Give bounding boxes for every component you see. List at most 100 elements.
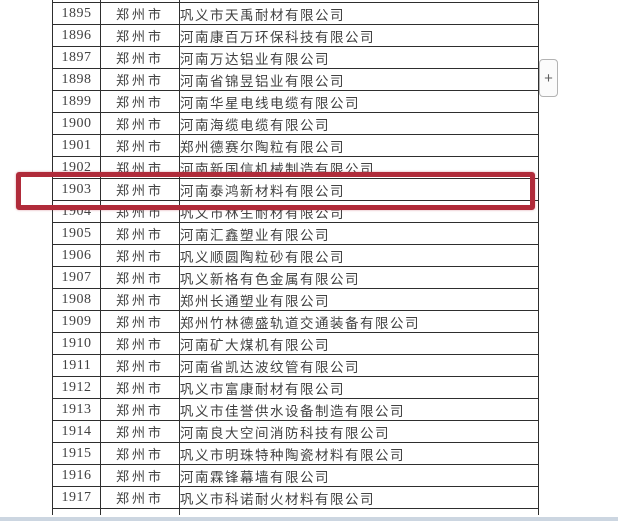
cell-company: 河南康百万环保科技有限公司 [179,24,539,47]
cell-city: 郑州市 [100,310,180,333]
table-row: 1904 郑州市 巩义市林生耐材有限公司 [52,200,539,223]
cell-city: 郑州市 [100,112,180,135]
cell-index: 1897 [52,46,101,69]
cell-company: 河南汇鑫塑业有限公司 [179,222,539,245]
cell-index: 1901 [52,134,101,157]
table-row: 1898 郑州市 河南省锦昱铝业有限公司 [52,68,539,91]
table-row: 1901 郑州市 郑州德赛尔陶粒有限公司 [52,134,539,157]
cell-city: 郑州市 [100,178,180,201]
table-row: 1909 郑州市 郑州竹林德盛轨道交通装备有限公司 [52,310,539,333]
cell-company: 巩义市林生耐材有限公司 [179,200,539,223]
cell-company: 郑州长通塑业有限公司 [179,288,539,311]
cell-company: 巩义新格有色金属有限公司 [179,266,539,289]
table-row: 1917 郑州市 巩义市科诺耐火材料有限公司 [52,486,539,509]
cell-index: 1909 [52,310,101,333]
cell-city: 郑州市 [100,156,180,179]
cell-city: 郑州市 [100,46,180,69]
cell-city: 郑州市 [100,398,180,421]
cell-index: 1910 [52,332,101,355]
table-row: 1897 郑州市 河南万达铝业有限公司 [52,46,539,69]
cell-company: 巩义市科诺耐火材料有限公司 [179,486,539,509]
cell-company: 巩义市明珠特种陶瓷材料有限公司 [179,442,539,465]
table-row-highlighted: 1903 郑州市 河南泰鸿新材料有限公司 [52,178,539,201]
table-row: 1895 郑州市 巩义市天禹耐材有限公司 [52,2,539,25]
table-row: 1914 郑州市 河南良大空间消防科技有限公司 [52,420,539,443]
table-row: 1900 郑州市 河南海缆电缆有限公司 [52,112,539,135]
cell-index: 1898 [52,68,101,91]
cell-city: 郑州市 [100,486,180,509]
empty-cell [52,508,101,515]
cell-company: 郑州德赛尔陶粒有限公司 [179,134,539,157]
cell-company: 河南万达铝业有限公司 [179,46,539,69]
cell-city: 郑州市 [100,332,180,355]
cell-index: 1905 [52,222,101,245]
cell-index: 1913 [52,398,101,421]
table-row: 1899 郑州市 河南华星电线电缆有限公司 [52,90,539,113]
cell-company: 河南省锦昱铝业有限公司 [179,68,539,91]
table-row-partial-bottom [52,508,539,515]
table-row: 1915 郑州市 巩义市明珠特种陶瓷材料有限公司 [52,442,539,465]
cell-company: 巩义市佳誉供水设备制造有限公司 [179,398,539,421]
table-row: 1911 郑州市 河南省凯达波纹管有限公司 [52,354,539,377]
table-row: 1907 郑州市 巩义新格有色金属有限公司 [52,266,539,289]
table-row: 1906 郑州市 巩义顺圆陶粒砂有限公司 [52,244,539,267]
cell-city: 郑州市 [100,90,180,113]
cell-index: 1904 [52,200,101,223]
cell-city: 郑州市 [100,376,180,399]
cell-city: 郑州市 [100,354,180,377]
cell-company: 巩义顺圆陶粒砂有限公司 [179,244,539,267]
cell-city: 郑州市 [100,464,180,487]
cell-index: 1907 [52,266,101,289]
cell-company: 巩义市富康耐材有限公司 [179,376,539,399]
cell-company: 郑州竹林德盛轨道交通装备有限公司 [179,310,539,333]
cell-company: 河南华星电线电缆有限公司 [179,90,539,113]
cell-index: 1900 [52,112,101,135]
company-table: 1895 郑州市 巩义市天禹耐材有限公司 1896 郑州市 河南康百万环保科技有限公司 18… [52,0,539,515]
empty-cell [179,508,539,515]
cell-index: 1902 [52,156,101,179]
cell-index: 1903 [52,178,101,201]
cell-index: 1911 [52,354,101,377]
cell-city: 郑州市 [100,288,180,311]
cell-company: 河南良大空间消防科技有限公司 [179,420,539,443]
cell-city: 郑州市 [100,2,180,25]
cell-company: 河南矿大煤机有限公司 [179,332,539,355]
cell-city: 郑州市 [100,200,180,223]
cell-index: 1912 [52,376,101,399]
cell-company: 河南霖锋幕墙有限公司 [179,464,539,487]
cell-city: 郑州市 [100,68,180,91]
cell-company: 河南省凯达波纹管有限公司 [179,354,539,377]
table-row: 1912 郑州市 巩义市富康耐材有限公司 [52,376,539,399]
cell-city: 郑州市 [100,134,180,157]
cell-index: 1906 [52,244,101,267]
expand-button[interactable]: + [539,59,558,97]
cell-index: 1916 [52,464,101,487]
cell-city: 郑州市 [100,420,180,443]
cell-index: 1899 [52,90,101,113]
table-row: 1908 郑州市 郑州长通塑业有限公司 [52,288,539,311]
table-row: 1910 郑州市 河南矿大煤机有限公司 [52,332,539,355]
cell-city: 郑州市 [100,266,180,289]
table-row: 1896 郑州市 河南康百万环保科技有限公司 [52,24,539,47]
table-row: 1913 郑州市 巩义市佳誉供水设备制造有限公司 [52,398,539,421]
cell-index: 1917 [52,486,101,509]
cell-company: 河南泰鸿新材料有限公司 [179,178,539,201]
table-row: 1916 郑州市 河南霖锋幕墙有限公司 [52,464,539,487]
bottom-edge-strip [0,517,618,521]
cell-city: 郑州市 [100,244,180,267]
cell-city: 郑州市 [100,222,180,245]
cell-index: 1908 [52,288,101,311]
table-row: 1905 郑州市 河南汇鑫塑业有限公司 [52,222,539,245]
cell-city: 郑州市 [100,442,180,465]
cell-index: 1914 [52,420,101,443]
cell-index: 1896 [52,24,101,47]
cell-company: 河南新国信机械制造有限公司 [179,156,539,179]
cell-index: 1915 [52,442,101,465]
cell-company: 巩义市天禹耐材有限公司 [179,2,539,25]
cell-index: 1895 [52,2,101,25]
empty-cell [100,508,180,515]
cell-city: 郑州市 [100,24,180,47]
cell-company: 河南海缆电缆有限公司 [179,112,539,135]
table-row: 1902 郑州市 河南新国信机械制造有限公司 [52,156,539,179]
